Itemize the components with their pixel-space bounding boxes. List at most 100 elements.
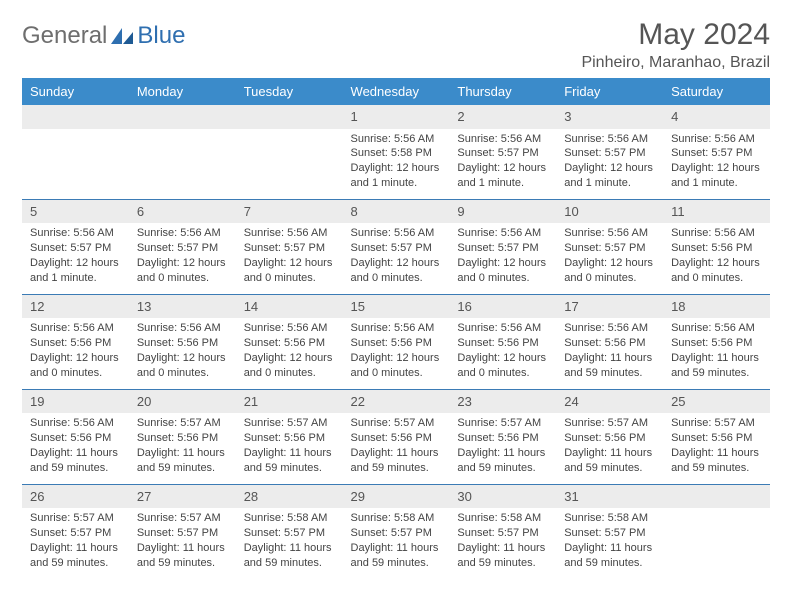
day-cell: Sunrise: 5:57 AMSunset: 5:56 PMDaylight:… [343, 413, 450, 484]
daylight-text: Daylight: 12 hours and 0 minutes. [351, 256, 442, 286]
day-number [236, 105, 343, 129]
day-cell: Sunrise: 5:57 AMSunset: 5:56 PMDaylight:… [556, 413, 663, 484]
daylight-text: Daylight: 11 hours and 59 minutes. [244, 541, 335, 571]
day-cell: Sunrise: 5:58 AMSunset: 5:57 PMDaylight:… [449, 508, 556, 578]
day-number: 26 [22, 484, 129, 508]
sunset-text: Sunset: 5:56 PM [351, 431, 442, 446]
day-cell: Sunrise: 5:57 AMSunset: 5:56 PMDaylight:… [663, 413, 770, 484]
day-cell: Sunrise: 5:57 AMSunset: 5:57 PMDaylight:… [22, 508, 129, 578]
day-number-row: 1234 [22, 105, 770, 129]
daylight-text: Daylight: 12 hours and 0 minutes. [244, 351, 335, 381]
daylight-text: Daylight: 11 hours and 59 minutes. [137, 541, 228, 571]
day-cell: Sunrise: 5:56 AMSunset: 5:57 PMDaylight:… [449, 129, 556, 200]
sunset-text: Sunset: 5:57 PM [351, 526, 442, 541]
sunrise-text: Sunrise: 5:58 AM [457, 511, 548, 526]
location-text: Pinheiro, Maranhao, Brazil [581, 54, 770, 72]
sunrise-text: Sunrise: 5:56 AM [351, 226, 442, 241]
day-number: 27 [129, 484, 236, 508]
sunset-text: Sunset: 5:56 PM [351, 336, 442, 351]
day-cell: Sunrise: 5:56 AMSunset: 5:56 PMDaylight:… [22, 318, 129, 389]
sunrise-text: Sunrise: 5:56 AM [671, 321, 762, 336]
day-number: 12 [22, 294, 129, 318]
weekday-header: Monday [129, 78, 236, 105]
day-cell: Sunrise: 5:56 AMSunset: 5:57 PMDaylight:… [556, 223, 663, 294]
day-number: 16 [449, 294, 556, 318]
day-content-row: Sunrise: 5:56 AMSunset: 5:58 PMDaylight:… [22, 129, 770, 200]
day-number [129, 105, 236, 129]
logo-text-general: General [22, 22, 107, 50]
sunset-text: Sunset: 5:56 PM [30, 431, 121, 446]
sunset-text: Sunset: 5:57 PM [457, 241, 548, 256]
day-cell [663, 508, 770, 578]
day-cell: Sunrise: 5:56 AMSunset: 5:56 PMDaylight:… [236, 318, 343, 389]
sunset-text: Sunset: 5:57 PM [351, 241, 442, 256]
sunset-text: Sunset: 5:56 PM [137, 431, 228, 446]
sunset-text: Sunset: 5:56 PM [244, 336, 335, 351]
sunset-text: Sunset: 5:57 PM [564, 146, 655, 161]
sunrise-text: Sunrise: 5:56 AM [351, 132, 442, 147]
sunrise-text: Sunrise: 5:57 AM [671, 416, 762, 431]
daylight-text: Daylight: 12 hours and 0 minutes. [137, 351, 228, 381]
sunrise-text: Sunrise: 5:56 AM [244, 226, 335, 241]
daylight-text: Daylight: 11 hours and 59 minutes. [564, 351, 655, 381]
sunrise-text: Sunrise: 5:57 AM [137, 511, 228, 526]
sunrise-text: Sunrise: 5:56 AM [671, 226, 762, 241]
sunset-text: Sunset: 5:57 PM [137, 526, 228, 541]
sunset-text: Sunset: 5:57 PM [457, 146, 548, 161]
day-cell: Sunrise: 5:56 AMSunset: 5:56 PMDaylight:… [449, 318, 556, 389]
day-cell: Sunrise: 5:56 AMSunset: 5:56 PMDaylight:… [556, 318, 663, 389]
sunset-text: Sunset: 5:56 PM [137, 336, 228, 351]
day-number: 10 [556, 199, 663, 223]
daylight-text: Daylight: 12 hours and 1 minute. [457, 161, 548, 191]
day-cell: Sunrise: 5:58 AMSunset: 5:57 PMDaylight:… [236, 508, 343, 578]
daylight-text: Daylight: 12 hours and 0 minutes. [351, 351, 442, 381]
sunrise-text: Sunrise: 5:57 AM [564, 416, 655, 431]
day-number: 28 [236, 484, 343, 508]
daylight-text: Daylight: 11 hours and 59 minutes. [30, 541, 121, 571]
day-number: 5 [22, 199, 129, 223]
sunrise-text: Sunrise: 5:56 AM [30, 321, 121, 336]
day-cell: Sunrise: 5:56 AMSunset: 5:56 PMDaylight:… [663, 223, 770, 294]
sunset-text: Sunset: 5:56 PM [671, 241, 762, 256]
day-cell: Sunrise: 5:56 AMSunset: 5:56 PMDaylight:… [22, 413, 129, 484]
day-number-row: 262728293031 [22, 484, 770, 508]
sunset-text: Sunset: 5:57 PM [457, 526, 548, 541]
day-cell: Sunrise: 5:58 AMSunset: 5:57 PMDaylight:… [343, 508, 450, 578]
sunrise-text: Sunrise: 5:56 AM [30, 416, 121, 431]
day-number: 4 [663, 105, 770, 129]
sunrise-text: Sunrise: 5:56 AM [671, 132, 762, 147]
sunrise-text: Sunrise: 5:56 AM [351, 321, 442, 336]
day-cell [129, 129, 236, 200]
daylight-text: Daylight: 12 hours and 1 minute. [564, 161, 655, 191]
sunrise-text: Sunrise: 5:56 AM [30, 226, 121, 241]
daylight-text: Daylight: 12 hours and 0 minutes. [30, 351, 121, 381]
sunrise-text: Sunrise: 5:56 AM [564, 132, 655, 147]
logo: General Blue [22, 22, 185, 50]
day-number: 17 [556, 294, 663, 318]
day-content-row: Sunrise: 5:56 AMSunset: 5:56 PMDaylight:… [22, 413, 770, 484]
sunset-text: Sunset: 5:56 PM [564, 431, 655, 446]
day-number: 15 [343, 294, 450, 318]
day-number: 18 [663, 294, 770, 318]
month-title: May 2024 [581, 18, 770, 52]
sunset-text: Sunset: 5:56 PM [671, 336, 762, 351]
day-number-row: 19202122232425 [22, 389, 770, 413]
day-cell [236, 129, 343, 200]
day-cell: Sunrise: 5:56 AMSunset: 5:56 PMDaylight:… [343, 318, 450, 389]
weekday-header: Friday [556, 78, 663, 105]
daylight-text: Daylight: 11 hours and 59 minutes. [671, 351, 762, 381]
sunrise-text: Sunrise: 5:56 AM [457, 226, 548, 241]
day-cell: Sunrise: 5:57 AMSunset: 5:56 PMDaylight:… [236, 413, 343, 484]
day-number: 1 [343, 105, 450, 129]
sunset-text: Sunset: 5:57 PM [244, 526, 335, 541]
daylight-text: Daylight: 12 hours and 1 minute. [671, 161, 762, 191]
day-number: 6 [129, 199, 236, 223]
daylight-text: Daylight: 11 hours and 59 minutes. [671, 446, 762, 476]
weekday-header: Saturday [663, 78, 770, 105]
day-content-row: Sunrise: 5:56 AMSunset: 5:56 PMDaylight:… [22, 318, 770, 389]
day-number: 19 [22, 389, 129, 413]
sunrise-text: Sunrise: 5:57 AM [137, 416, 228, 431]
day-number: 22 [343, 389, 450, 413]
sunrise-text: Sunrise: 5:57 AM [457, 416, 548, 431]
daylight-text: Daylight: 12 hours and 0 minutes. [457, 256, 548, 286]
